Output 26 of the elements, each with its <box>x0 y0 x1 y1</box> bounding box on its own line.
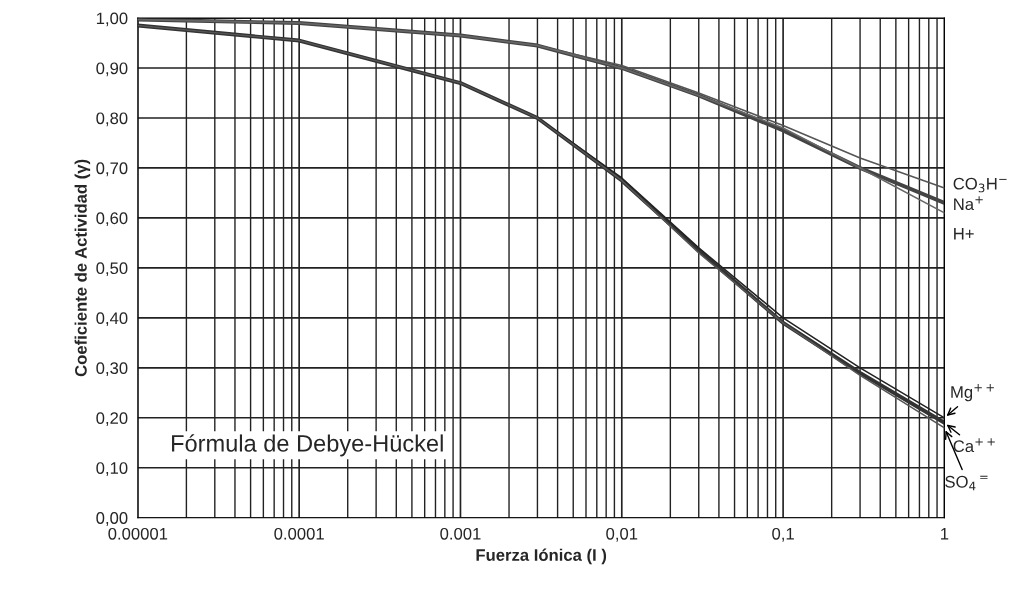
series-label: Na$^{+}$ <box>954 196 983 211</box>
y-tick-label: 1,00 <box>96 12 128 27</box>
text: SO$_{4}$$^{=}$ <box>945 475 988 491</box>
y-tick-label: 0,10 <box>96 462 128 476</box>
x-tick-label: 0,01 <box>606 527 638 542</box>
y-tick-label: 0,80 <box>96 112 128 127</box>
y-tick-label: 0,70 <box>96 162 128 177</box>
x-tick-label: 0.001 <box>440 527 481 540</box>
x-axis-title: Fuerza Iónica (I ) <box>476 548 607 565</box>
x-tick-label: 1 <box>941 528 949 540</box>
y-axis-title: Coeficiente de Actividad (γ) <box>74 159 91 377</box>
y-tick-label: 0,50 <box>96 262 128 277</box>
annotation: Fórmula de Debye-Hückel <box>172 434 443 457</box>
series-label: CO$_{3}$H$^{−}$ <box>953 177 1007 193</box>
y-tick-label: 0,30 <box>96 362 128 376</box>
y-tick-label: 0,20 <box>96 412 128 426</box>
y-tick-label: 0,60 <box>96 212 128 227</box>
x-tick-label: 0,1 <box>772 527 794 542</box>
x-tick-label: 0.00001 <box>108 527 168 540</box>
x-tick-label: 0.0001 <box>274 527 324 540</box>
y-tick-label: 0,90 <box>96 62 128 77</box>
series-label: Ca$^{++}$ <box>953 438 995 453</box>
y-tick-label: 0,40 <box>96 312 128 327</box>
series-label: Mg$^{++}$ <box>951 384 994 402</box>
series-label: H+ <box>954 227 974 240</box>
y-tick-label: 0,00 <box>96 512 128 526</box>
